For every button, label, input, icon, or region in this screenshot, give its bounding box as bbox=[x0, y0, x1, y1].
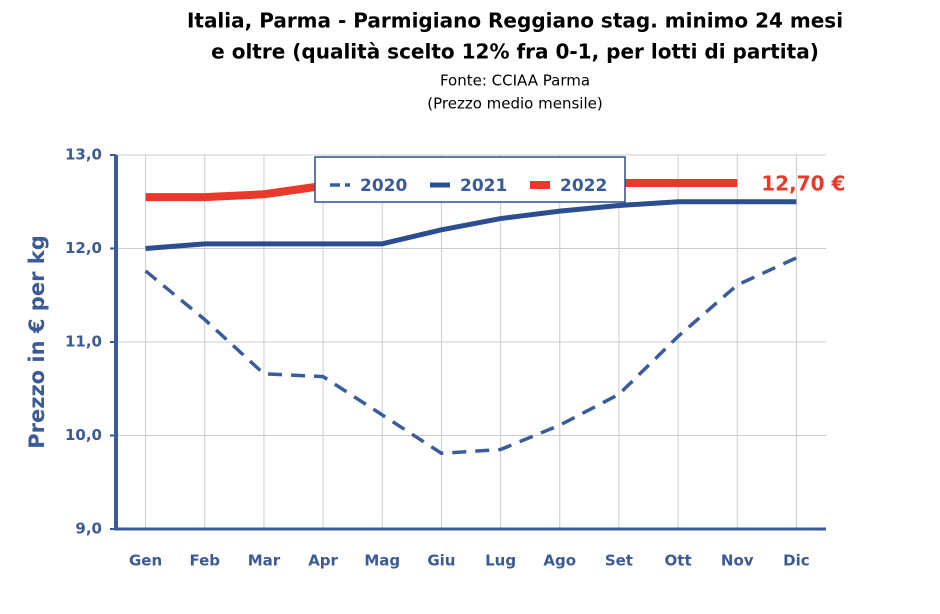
legend-label: 2022 bbox=[560, 176, 607, 196]
x-tick-label: Lug bbox=[485, 552, 516, 570]
x-tick-label: Giu bbox=[427, 552, 455, 570]
x-tick-label: Ago bbox=[543, 552, 576, 570]
chart-subtitle: (Prezzo medio mensile) bbox=[427, 95, 602, 113]
data-label: 12,70 € bbox=[761, 172, 845, 196]
y-tick-label: 10,0 bbox=[65, 426, 102, 444]
x-tick-label: Set bbox=[605, 552, 633, 570]
x-tick-label: Apr bbox=[308, 552, 338, 570]
y-tick-label: 13,0 bbox=[65, 146, 102, 164]
x-tick-label: Dic bbox=[783, 552, 809, 570]
chart-title: e oltre (qualità scelto 12% fra 0-1, per… bbox=[211, 40, 819, 64]
x-tick-label: Gen bbox=[129, 552, 162, 570]
y-tick-label: 11,0 bbox=[65, 333, 102, 351]
line-series bbox=[144, 256, 798, 456]
x-tick-label: Ott bbox=[665, 552, 692, 570]
y-tick-label: 9,0 bbox=[75, 520, 102, 538]
x-tick-label: Nov bbox=[721, 552, 754, 570]
legend-label: 2020 bbox=[360, 176, 407, 196]
chart-subtitle: Fonte: CCIAA Parma bbox=[440, 72, 590, 90]
x-tick-label: Feb bbox=[189, 552, 220, 570]
legend-label: 2021 bbox=[460, 176, 507, 196]
y-tick-label: 12,0 bbox=[65, 239, 102, 257]
chart-title: Italia, Parma - Parmigiano Reggiano stag… bbox=[187, 9, 843, 33]
y-axis-label: Prezzo in € per kg bbox=[25, 235, 49, 449]
legend-box bbox=[314, 156, 626, 203]
x-tick-label: Mar bbox=[248, 552, 281, 570]
line-series bbox=[145, 199, 797, 251]
x-tick-label: Mag bbox=[364, 552, 400, 570]
